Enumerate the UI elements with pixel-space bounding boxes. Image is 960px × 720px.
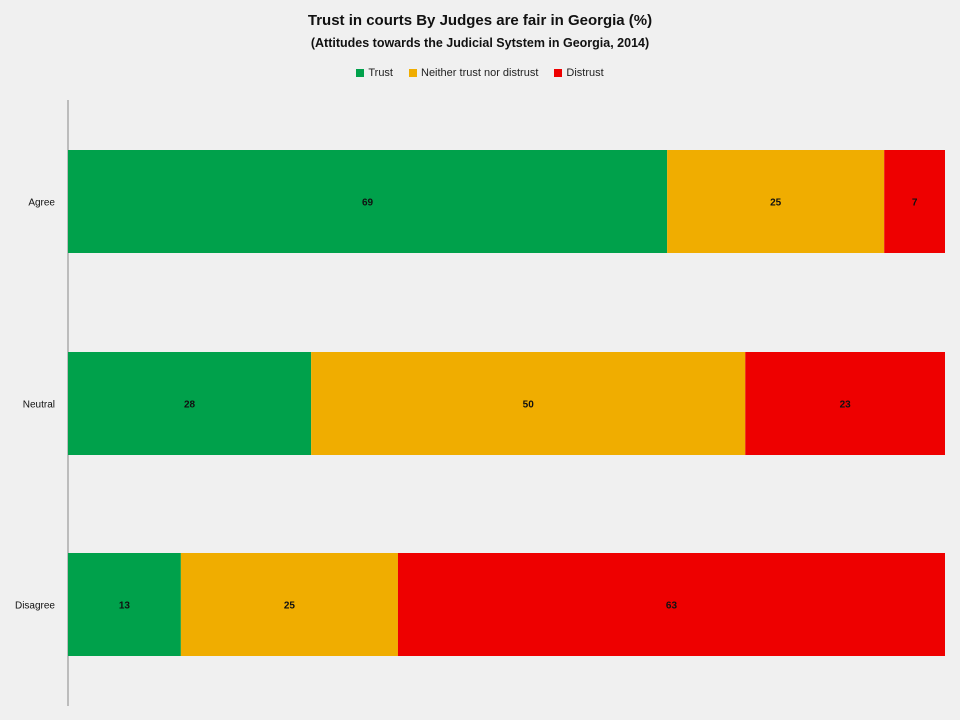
legend-item-distrust: Distrust: [554, 67, 604, 79]
bar-agree-trust: [68, 150, 668, 253]
legend-swatch-neither: [409, 69, 417, 77]
data-label-neutral-distrust: 23: [840, 400, 852, 411]
data-label-agree-distrust: 7: [912, 198, 918, 209]
chart-subtitle: (Attitudes towards the Judicial Sytstem …: [310, 36, 650, 50]
data-label-agree-neither-trust-nor-distrust: 25: [770, 198, 782, 209]
legend-label-neither: Neither trust nor distrust: [421, 67, 539, 79]
bar-disagree-trust: [68, 553, 181, 656]
category-label-disagree: Disagree: [15, 601, 55, 612]
bar-neutral-trust: [68, 352, 312, 455]
data-label-neutral-trust: 28: [184, 400, 196, 411]
bar-neutral-neither-trust-nor-distrust: [311, 352, 746, 455]
legend: Trust Neither trust nor distrust Distrus…: [0, 67, 960, 79]
bar-agree-neither-trust-nor-distrust: [667, 150, 885, 253]
legend-label-trust: Trust: [368, 67, 393, 79]
legend-item-trust: Trust: [356, 67, 393, 79]
bar-disagree-neither-trust-nor-distrust: [180, 553, 398, 656]
chart-title: Trust in courts By Judges are fair in Ge…: [307, 12, 653, 29]
bar-disagree-distrust: [397, 553, 945, 656]
data-label-disagree-trust: 13: [119, 601, 131, 612]
legend-item-neither: Neither trust nor distrust: [409, 67, 538, 79]
bar-agree-distrust: [884, 150, 945, 253]
bar-neutral-distrust: [745, 352, 945, 455]
category-label-agree: Agree: [28, 198, 55, 209]
data-label-disagree-distrust: 63: [666, 601, 678, 612]
legend-swatch-distrust: [554, 69, 563, 77]
legend-label-distrust: Distrust: [566, 67, 604, 79]
data-label-neutral-neither-trust-nor-distrust: 50: [523, 400, 535, 411]
data-label-disagree-neither-trust-nor-distrust: 25: [284, 601, 296, 612]
data-label-agree-trust: 69: [362, 198, 374, 209]
legend-swatch-trust: [356, 69, 365, 77]
category-label-neutral: Neutral: [23, 400, 55, 411]
